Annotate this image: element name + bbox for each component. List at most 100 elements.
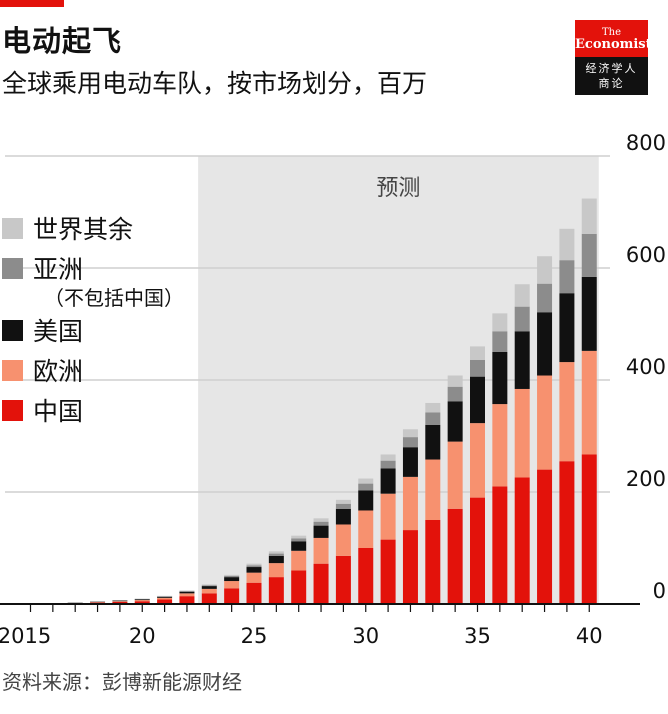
y-tick-label-800: 800 xyxy=(626,131,666,155)
bar-china-2030 xyxy=(358,548,374,604)
bar-asia-2024 xyxy=(224,576,240,578)
bar-usa-2029 xyxy=(335,508,351,525)
y-tick-label-400: 400 xyxy=(626,355,666,379)
y-tick-label-0: 0 xyxy=(653,579,666,603)
bar-asia-2040 xyxy=(581,233,597,277)
bar-europe-2025 xyxy=(246,572,262,583)
bar-europe-2021 xyxy=(157,597,173,600)
x-tick-label-2040: 40 xyxy=(576,624,603,648)
bar-europe-2033 xyxy=(425,459,441,520)
bar-china-2027 xyxy=(291,570,307,604)
bar-europe-2028 xyxy=(313,537,329,564)
bar-usa-2031 xyxy=(380,468,396,494)
bar-usa-2033 xyxy=(425,424,441,460)
legend-label-rest: 世界其余 xyxy=(33,215,134,244)
bar-usa-2026 xyxy=(268,555,284,564)
bar-europe-2038 xyxy=(537,375,553,470)
bar-rest-2022 xyxy=(179,590,195,592)
bar-usa-2021 xyxy=(157,596,173,598)
bar-asia-2026 xyxy=(268,553,284,556)
bar-usa-2030 xyxy=(358,490,374,511)
bar-europe-2031 xyxy=(380,493,396,540)
bar-asia-2032 xyxy=(402,437,418,448)
bar-rest-2038 xyxy=(537,256,553,284)
bar-rest-2033 xyxy=(425,402,441,413)
legend-swatch-usa xyxy=(2,319,23,341)
bar-asia-2022 xyxy=(179,591,195,592)
bar-rest-2031 xyxy=(380,454,396,461)
bar-usa-2040 xyxy=(581,276,597,351)
bar-asia-2025 xyxy=(246,565,262,568)
source-note: 资料来源：彭博新能源财经 xyxy=(2,670,242,694)
bar-usa-2038 xyxy=(537,312,553,376)
bar-usa-2035 xyxy=(470,376,485,424)
bar-china-2025 xyxy=(246,582,262,604)
bar-usa-2022 xyxy=(179,591,195,594)
bar-europe-2020 xyxy=(134,600,150,602)
bar-europe-2035 xyxy=(470,423,485,498)
chart-subtitle: 全球乘用电动车队，按市场划分，百万 xyxy=(2,69,428,98)
bar-china-2040 xyxy=(581,454,597,604)
bar-asia-2037 xyxy=(514,306,530,332)
bar-asia-2028 xyxy=(313,521,329,526)
logo-cn-line2: 商论 xyxy=(598,77,625,90)
bar-rest-2024 xyxy=(224,574,240,576)
bar-china-2031 xyxy=(380,539,396,604)
bar-china-2037 xyxy=(514,477,530,604)
bar-europe-2022 xyxy=(179,593,195,597)
bar-europe-2040 xyxy=(581,350,597,455)
bar-europe-2036 xyxy=(492,404,508,487)
bar-rest-2030 xyxy=(358,478,374,484)
bar-europe-2029 xyxy=(335,524,351,556)
legend: 世界其余 亚洲 （不包括中国） 美国 欧洲 中国 xyxy=(2,208,184,430)
legend-note-asia: （不包括中国） xyxy=(44,286,184,310)
bar-europe-2026 xyxy=(268,563,284,578)
bar-china-2024 xyxy=(224,588,240,604)
legend-label-asia: 亚洲 xyxy=(33,255,84,284)
bar-europe-2023 xyxy=(201,588,217,594)
logo-line2: Economist xyxy=(575,37,652,52)
bar-usa-2028 xyxy=(313,525,329,538)
bar-europe-2034 xyxy=(447,441,463,509)
bar-europe-2024 xyxy=(224,581,240,589)
bar-europe-2030 xyxy=(358,510,374,548)
bar-europe-2037 xyxy=(514,388,530,478)
bar-rest-2036 xyxy=(492,313,508,332)
bar-usa-2019 xyxy=(112,600,128,602)
bar-rest-2034 xyxy=(447,375,463,387)
bar-usa-2032 xyxy=(402,447,418,477)
legend-swatch-china xyxy=(2,399,23,421)
legend-item-rest: 世界其余 xyxy=(2,208,184,248)
bar-rest-2028 xyxy=(313,518,329,522)
legend-label-china: 中国 xyxy=(33,397,84,426)
bar-china-2026 xyxy=(268,577,284,604)
legend-item-usa: 美国 xyxy=(2,310,184,350)
bar-rest-2039 xyxy=(559,228,575,261)
bar-china-2020 xyxy=(134,601,150,604)
bar-europe-2039 xyxy=(559,362,575,462)
bar-europe-2027 xyxy=(291,550,307,571)
bar-china-2039 xyxy=(559,461,575,604)
bar-asia-2033 xyxy=(425,412,441,425)
bar-rest-2026 xyxy=(268,551,284,554)
legend-swatch-europe xyxy=(2,359,23,381)
logo-line1: The xyxy=(601,27,622,38)
bar-rest-2025 xyxy=(246,563,262,566)
y-tick-label-600: 600 xyxy=(626,243,666,267)
bar-asia-2036 xyxy=(492,331,508,352)
bar-usa-2020 xyxy=(134,599,150,601)
bar-china-2029 xyxy=(335,555,351,604)
bar-rest-2035 xyxy=(470,346,485,360)
bar-china-2034 xyxy=(447,508,463,604)
legend-label-europe: 欧洲 xyxy=(33,357,84,386)
x-tick-label-2015: 2015 xyxy=(0,624,51,648)
bar-china-2022 xyxy=(179,596,195,604)
bar-china-2033 xyxy=(425,520,441,604)
bar-china-2035 xyxy=(470,497,485,604)
legend-item-china: 中国 xyxy=(2,390,184,430)
bar-asia-2038 xyxy=(537,283,553,313)
bar-rest-2037 xyxy=(514,284,530,307)
chart-title: 电动起飞 xyxy=(2,24,123,58)
legend-swatch-asia xyxy=(2,257,23,279)
